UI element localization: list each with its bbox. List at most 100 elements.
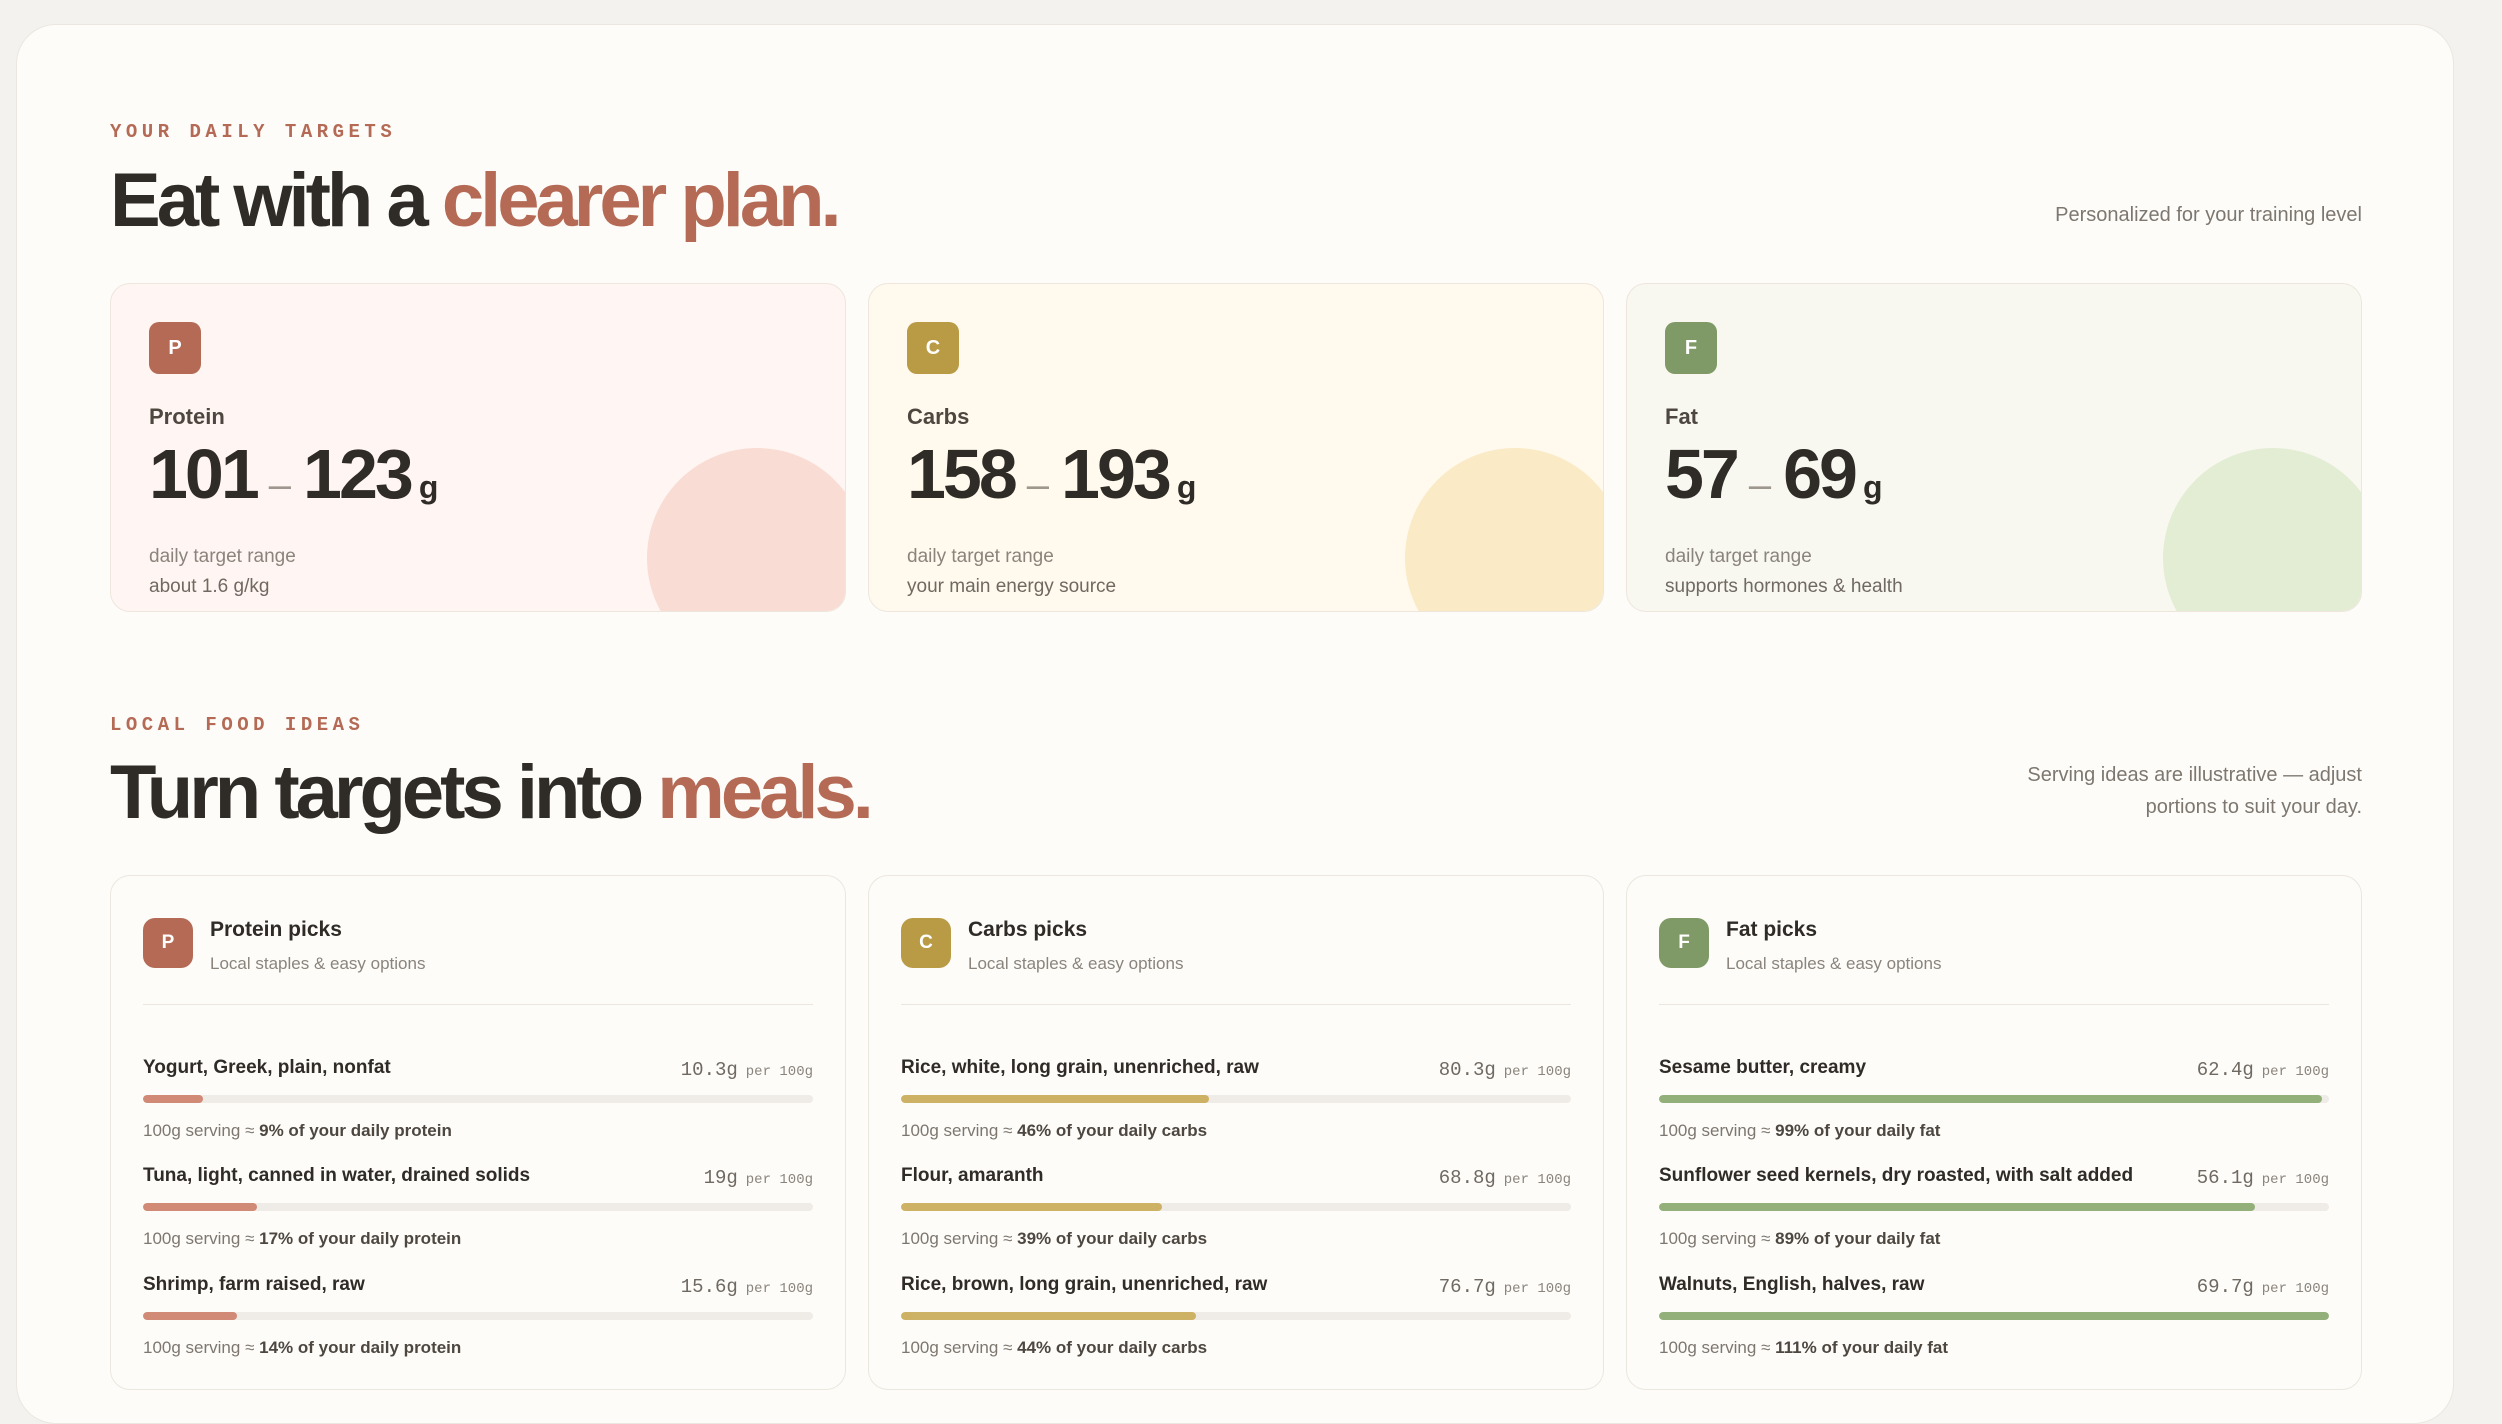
food-amount: 10.3g per 100g [681, 1059, 813, 1081]
protein-badge: P [149, 322, 201, 374]
food-amount-per: per 100g [2261, 1281, 2329, 1297]
pick-title: Protein picks [210, 918, 342, 941]
target-range: 57 – 69 g [1665, 434, 1883, 514]
target-name: Carbs [907, 404, 970, 429]
food-amount-per: per 100g [745, 1281, 813, 1297]
food-row: Rice, brown, long grain, unenriched, raw… [901, 1274, 1571, 1374]
food-note-prefix: 100g serving ≈ [901, 1121, 1013, 1140]
target-unit: g [1176, 469, 1197, 505]
target-range: 158 – 193 g [907, 434, 1196, 514]
pick-card-fat: F Fat picks Local staples & easy options… [1626, 875, 2362, 1390]
range-dash: – [268, 463, 292, 507]
progress-fill [143, 1312, 237, 1320]
meals-note-line2: portions to suit your day. [2145, 796, 2362, 818]
food-name: Sesame butter, creamy [1659, 1057, 1867, 1078]
food-name: Yogurt, Greek, plain, nonfat [143, 1057, 391, 1078]
progress-track [901, 1203, 1571, 1211]
pick-card-protein: P Protein picks Local staples & easy opt… [110, 875, 846, 1390]
main-panel: YOUR DAILY TARGETS Eat with a clearer pl… [16, 24, 2454, 1424]
range-dash: – [1026, 463, 1050, 507]
progress-track [901, 1312, 1571, 1320]
food-row: Rice, white, long grain, unenriched, raw… [901, 1057, 1571, 1157]
target-high: 193 [1061, 435, 1172, 513]
food-amount: 19g per 100g [704, 1167, 813, 1189]
food-note-prefix: 100g serving ≈ [1659, 1338, 1771, 1357]
target-low: 57 [1665, 435, 1740, 513]
target-high: 123 [303, 435, 414, 513]
food-note-bold: 44% of your daily carbs [1017, 1338, 1208, 1357]
pick-subtitle: Local staples & easy options [1726, 954, 1942, 973]
divider [1659, 1004, 2329, 1005]
food-name: Rice, brown, long grain, unenriched, raw [901, 1274, 1268, 1295]
food-note-prefix: 100g serving ≈ [143, 1338, 255, 1357]
target-unit: g [418, 469, 439, 505]
food-note-prefix: 100g serving ≈ [1659, 1229, 1771, 1248]
food-note: 100g serving ≈ 17% of your daily protein [143, 1229, 461, 1249]
food-amount-value: 56.1g [2196, 1167, 2254, 1189]
pick-subtitle: Local staples & easy options [968, 954, 1184, 973]
target-low: 158 [907, 435, 1018, 513]
pick-card-carbs: C Carbs picks Local staples & easy optio… [868, 875, 1604, 1390]
food-row: Walnuts, English, halves, raw 69.7g per 1… [1659, 1274, 2329, 1374]
target-sub2: about 1.6 g/kg [149, 576, 270, 597]
fat-badge: F [1659, 918, 1709, 968]
food-amount-value: 68.8g [1438, 1167, 1496, 1189]
progress-track [1659, 1203, 2329, 1211]
pick-title: Fat picks [1726, 918, 1818, 941]
target-sub1: daily target range [149, 546, 296, 567]
food-note-bold: 89% of your daily fat [1775, 1229, 1941, 1248]
food-note: 100g serving ≈ 14% of your daily protein [143, 1338, 461, 1358]
food-amount-per: per 100g [745, 1064, 813, 1080]
food-amount: 15.6g per 100g [681, 1276, 813, 1298]
progress-fill [1659, 1095, 2323, 1103]
food-note-prefix: 100g serving ≈ [143, 1121, 255, 1140]
food-note-prefix: 100g serving ≈ [901, 1338, 1013, 1357]
food-name: Shrimp, farm raised, raw [143, 1274, 365, 1295]
target-unit: g [1863, 469, 1883, 505]
food-name: Rice, white, long grain, unenriched, raw [901, 1057, 1259, 1078]
food-row: Shrimp, farm raised, raw 15.6g per 100g 1… [143, 1274, 813, 1374]
food-amount-per: per 100g [2261, 1172, 2329, 1188]
target-name: Protein [149, 404, 225, 429]
food-amount: 68.8g per 100g [1439, 1167, 1571, 1189]
decor-circle [647, 448, 845, 611]
meals-eyebrow: LOCAL FOOD IDEAS [110, 714, 365, 736]
target-low: 101 [149, 435, 260, 513]
food-amount: 69.7g per 100g [2197, 1276, 2329, 1298]
targets-note: Personalized for your training level [2055, 204, 2362, 226]
progress-fill [1659, 1312, 2329, 1320]
food-note-prefix: 100g serving ≈ [901, 1229, 1013, 1248]
food-amount-value: 62.4g [2196, 1059, 2254, 1081]
food-note: 100g serving ≈ 46% of your daily carbs [901, 1121, 1207, 1141]
food-note-bold: 111% of your daily fat [1775, 1338, 1949, 1357]
targets-eyebrow: YOUR DAILY TARGETS [110, 121, 397, 143]
food-amount-value: 10.3g [680, 1059, 738, 1081]
food-note: 100g serving ≈ 39% of your daily carbs [901, 1229, 1207, 1249]
progress-track [1659, 1095, 2329, 1103]
target-range: 101 – 123 g [149, 434, 438, 514]
food-note: 100g serving ≈ 89% of your daily fat [1659, 1229, 1940, 1249]
fat-badge: F [1665, 322, 1717, 374]
food-note-prefix: 100g serving ≈ [1659, 1121, 1771, 1140]
food-amount-per: per 100g [2261, 1064, 2329, 1080]
food-name: Sunflower seed kernels, dry roasted, wit… [1659, 1165, 2134, 1186]
decor-circle [2163, 448, 2361, 611]
progress-fill [143, 1095, 204, 1103]
targets-headline-plain: Eat with a [110, 158, 429, 243]
progress-track [901, 1095, 1571, 1103]
food-amount-per: per 100g [1503, 1064, 1571, 1080]
food-row: Yogurt, Greek, plain, nonfat 10.3g per 10… [143, 1057, 813, 1157]
food-row: Sunflower seed kernels, dry roasted, wit… [1659, 1165, 2329, 1265]
food-note: 100g serving ≈ 44% of your daily carbs [901, 1338, 1207, 1358]
progress-fill [901, 1203, 1163, 1211]
food-amount: 76.7g per 100g [1439, 1276, 1571, 1298]
food-note-bold: 9% of your daily protein [259, 1121, 452, 1140]
protein-badge: P [143, 918, 193, 968]
target-sub1: daily target range [1665, 546, 1812, 567]
target-sub2: supports hormones & health [1665, 576, 1903, 597]
target-sub2: your main energy source [907, 576, 1117, 597]
food-note-bold: 99% of your daily fat [1775, 1121, 1941, 1140]
progress-fill [901, 1312, 1196, 1320]
decor-circle [1405, 448, 1603, 611]
food-note-prefix: 100g serving ≈ [143, 1229, 255, 1248]
